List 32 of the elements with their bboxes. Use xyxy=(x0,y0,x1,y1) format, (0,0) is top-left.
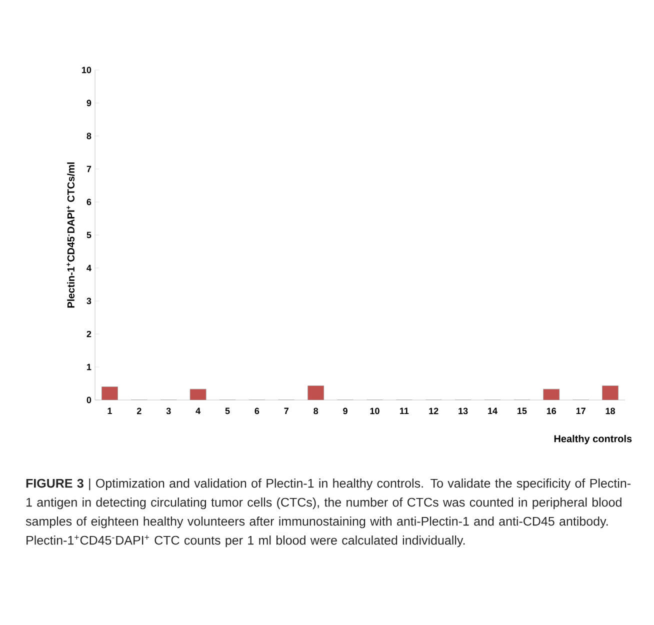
y-tick-label: 10 xyxy=(82,66,92,74)
y-tick-label: 4 xyxy=(86,264,92,272)
x-tick-label: 13 xyxy=(458,408,468,414)
y-tick-label: 2 xyxy=(86,330,92,338)
x-tick-label: 9 xyxy=(343,408,348,414)
x-tick-label: 12 xyxy=(429,408,438,414)
x-tick-label: 17 xyxy=(576,408,586,414)
x-tick-label: 18 xyxy=(606,408,616,414)
y-tick-label: 6 xyxy=(86,198,92,206)
x-tick-label: 1 xyxy=(108,408,112,414)
y-tick-label: 0 xyxy=(86,396,92,404)
x-tick-label: 16 xyxy=(546,408,556,414)
y-tick-label: 9 xyxy=(86,100,92,106)
y-tick-label: 7 xyxy=(86,166,92,172)
y-tick-label: 5 xyxy=(86,232,92,238)
x-tick-label: 8 xyxy=(314,408,318,414)
text: FIGURE 3 | Optimization and validation of Plectin-1 in healthy controls. To validate the specificity of Plectin-1 antigen in detecting circulating tumor cells (CTCs), the number of CTCs was counted in peripheral blood samples of eighteen healthy volunteers after immunostaining with anti-Plectin-1 and anti-CD45 antibody. Plectin-1$^{+}$CD45$^{-}$DAPI$^{+}$ CTC counts per 1 ml blood were calculated individually. xyxy=(26,478,630,548)
x-tick-label: 4 xyxy=(196,408,201,414)
x-tick-label: 5 xyxy=(225,408,230,414)
y-tick-label: 3 xyxy=(86,298,92,304)
y-axis-title: Plectin-1$^{+}$CD45$^{-}$DAPI$^{+}$ CTCs/ml xyxy=(66,162,75,308)
x-tick-label: 3 xyxy=(166,408,171,414)
x-tick-label: 15 xyxy=(518,408,527,414)
x-tick-label: 14 xyxy=(488,408,498,414)
x-tick-label: 10 xyxy=(370,408,380,414)
x-tick-label: 7 xyxy=(284,408,288,414)
x-tick-label: 11 xyxy=(400,408,409,414)
x-tick-label: 6 xyxy=(254,408,260,414)
x-axis-title: Healthy controls xyxy=(554,434,632,444)
y-tick-label: 8 xyxy=(86,132,92,140)
x-tick-label: 2 xyxy=(136,408,142,414)
y-tick-label: 1 xyxy=(87,364,92,370)
